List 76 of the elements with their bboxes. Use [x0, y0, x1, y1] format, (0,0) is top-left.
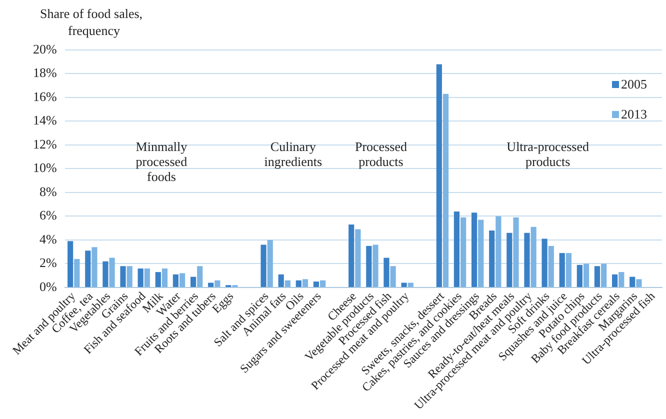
- bar: [384, 258, 390, 287]
- bar: [612, 274, 618, 287]
- bar: [302, 279, 308, 287]
- bar: [513, 217, 519, 287]
- bar: [496, 216, 502, 287]
- bar: [190, 276, 196, 287]
- bar: [92, 247, 98, 287]
- bar: [267, 240, 273, 287]
- bar: [454, 211, 460, 287]
- bar: [460, 217, 466, 287]
- bar: [208, 282, 214, 287]
- annotation: Culinary ingredients: [264, 138, 322, 169]
- bar: [583, 264, 590, 287]
- bar: [120, 266, 126, 287]
- bar: [576, 264, 582, 287]
- bar: [401, 282, 407, 287]
- y-tick-label: 6%: [39, 208, 57, 223]
- bar: [284, 280, 290, 287]
- bar: [548, 246, 554, 287]
- bar: [179, 273, 186, 287]
- bar: [636, 279, 642, 287]
- bar: [172, 274, 178, 287]
- y-tick-label: 4%: [39, 231, 57, 246]
- y-tick-label: 10%: [32, 160, 57, 176]
- bar: [390, 266, 396, 287]
- bar: [320, 280, 326, 287]
- bar: [524, 232, 530, 287]
- bar: [348, 224, 354, 287]
- bar: [559, 253, 565, 287]
- bar: [126, 266, 132, 287]
- bar: [408, 282, 414, 287]
- bar: [197, 266, 203, 287]
- y-tick-label: 18%: [32, 65, 57, 80]
- bar: [260, 244, 266, 287]
- y-tick-label: 0%: [39, 278, 57, 294]
- bar: [506, 232, 512, 287]
- y-tick-label: 8%: [39, 184, 57, 199]
- bar: [102, 261, 108, 287]
- bar: [155, 272, 161, 287]
- bar: [489, 230, 495, 287]
- bar: [74, 258, 80, 287]
- legend-label: 2005: [621, 76, 647, 92]
- annotation: Ultra-processed products: [506, 138, 590, 169]
- bar: [296, 280, 302, 287]
- bar: [478, 220, 484, 287]
- bar: [68, 241, 74, 287]
- bar: [372, 244, 378, 287]
- bar: [442, 94, 449, 287]
- y-tick-label: 14%: [32, 112, 57, 128]
- y-tick-label: 20%: [32, 41, 57, 56]
- annotation: Processed products: [354, 138, 408, 169]
- bar: [618, 272, 624, 287]
- bar: [144, 268, 150, 287]
- bar: [85, 250, 91, 287]
- bar: [530, 226, 536, 287]
- bar: [594, 266, 600, 287]
- bar: [162, 268, 168, 287]
- bar: [214, 280, 220, 287]
- y-axis-title: Share of food sales, frequency: [40, 6, 143, 38]
- annotation: Minmally processed foods: [136, 138, 188, 184]
- bar: [366, 246, 372, 287]
- bar: [542, 238, 548, 287]
- bar: [471, 212, 478, 287]
- bar: [436, 64, 442, 287]
- legend-label: 2013: [621, 106, 647, 122]
- y-tick-label: 16%: [32, 88, 57, 104]
- bar: [109, 258, 115, 287]
- bar: [278, 274, 284, 287]
- bar: [566, 253, 572, 287]
- bar: [313, 282, 320, 287]
- bar: [630, 276, 636, 287]
- bar: [601, 264, 607, 287]
- y-tick-label: 12%: [32, 136, 57, 152]
- y-tick-label: 2%: [39, 255, 57, 270]
- bar: [138, 268, 144, 287]
- bar: [355, 229, 361, 287]
